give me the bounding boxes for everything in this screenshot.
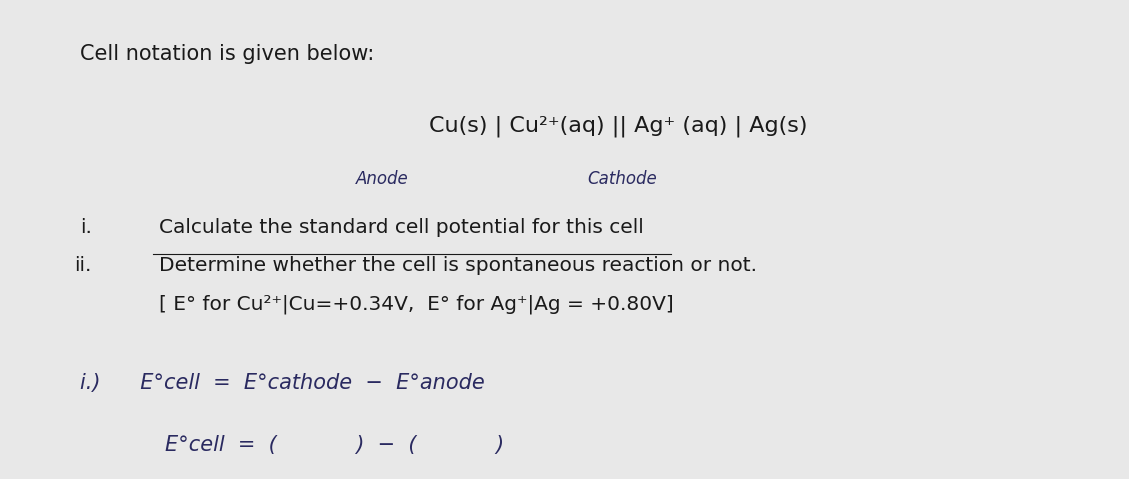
Text: Cathode: Cathode bbox=[587, 171, 657, 188]
Text: E°cell  =  (            )  −  (            ): E°cell = ( ) − ( ) bbox=[165, 435, 504, 455]
Text: i.)      E°cell  =  E°cathode  −  E°anode: i.) E°cell = E°cathode − E°anode bbox=[80, 373, 485, 393]
Text: Determine whether the cell is spontaneous reaction or not.: Determine whether the cell is spontaneou… bbox=[159, 256, 758, 275]
Text: Cell notation is given below:: Cell notation is given below: bbox=[80, 44, 375, 64]
Text: ii.: ii. bbox=[75, 256, 91, 275]
Text: Anode: Anode bbox=[356, 171, 409, 188]
Text: Calculate the standard cell potential for this cell: Calculate the standard cell potential fo… bbox=[159, 218, 644, 237]
Text: Cu(s) | Cu²⁺(aq) || Ag⁺ (aq) | Ag(s): Cu(s) | Cu²⁺(aq) || Ag⁺ (aq) | Ag(s) bbox=[429, 116, 808, 137]
Text: i.: i. bbox=[80, 218, 93, 237]
Text: [ E° for Cu²⁺|Cu=+0.34V,  E° for Ag⁺|Ag = +0.80V]: [ E° for Cu²⁺|Cu=+0.34V, E° for Ag⁺|Ag =… bbox=[159, 294, 674, 314]
